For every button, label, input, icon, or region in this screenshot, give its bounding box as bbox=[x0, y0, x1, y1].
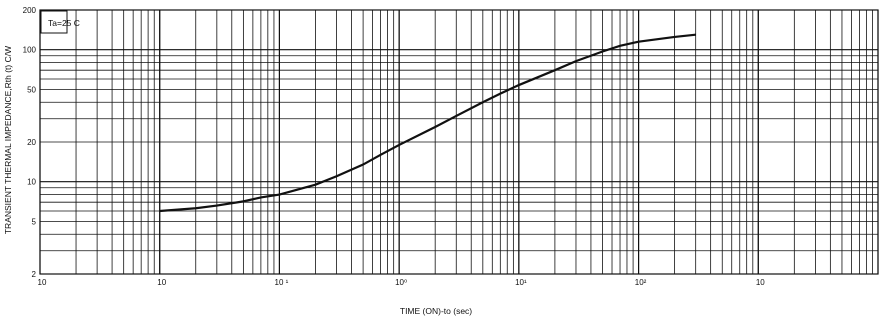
y-tick-label: 10 bbox=[27, 178, 36, 187]
y-tick-label: 2 bbox=[32, 270, 37, 279]
impedance-curve bbox=[159, 33, 696, 213]
y-tick-label: 100 bbox=[23, 46, 37, 55]
y-axis-title: TRANSIENT THERMAL IMPEDANCE,Rth (t) C/W bbox=[3, 46, 13, 234]
x-tick-label: 10 bbox=[157, 278, 166, 287]
x-tick-label: 10¹ bbox=[515, 278, 527, 287]
x-tick-label: 10 bbox=[756, 278, 765, 287]
y-tick-label: 5 bbox=[32, 217, 37, 226]
y-tick-label: 50 bbox=[27, 85, 36, 94]
x-tick-label: 10⁰ bbox=[395, 278, 407, 287]
y-tick-label: 20 bbox=[27, 138, 36, 147]
annotation-box: Ta=25 C bbox=[40, 10, 80, 34]
annotation-text: Ta=25 C bbox=[48, 18, 80, 28]
x-axis-title: TIME (ON)-to (sec) bbox=[400, 306, 472, 316]
x-tick-label: 10 ¹ bbox=[275, 278, 289, 287]
grid bbox=[39, 9, 879, 275]
x-tick-label: 10² bbox=[635, 278, 647, 287]
y-tick-label: 200 bbox=[23, 6, 37, 15]
x-tick-label: 10 bbox=[38, 278, 47, 287]
